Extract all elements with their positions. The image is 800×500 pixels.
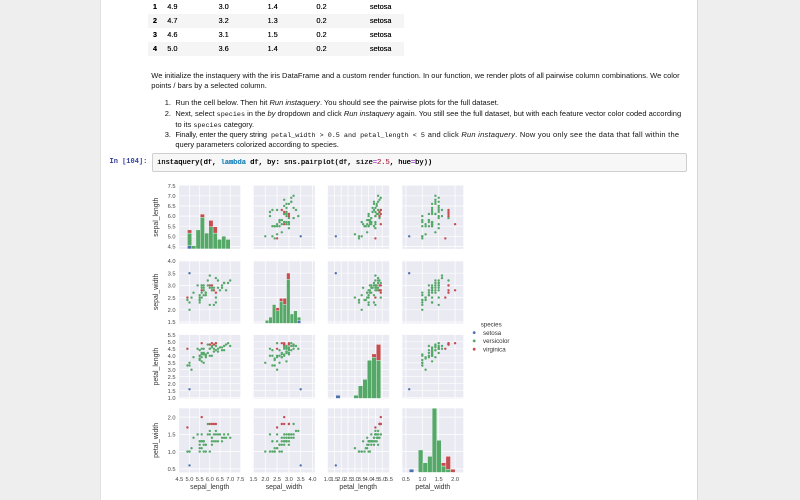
svg-text:7.5: 7.5 bbox=[168, 184, 176, 190]
svg-text:4.0: 4.0 bbox=[168, 259, 176, 265]
svg-text:7.0: 7.0 bbox=[168, 194, 176, 200]
svg-text:sepal_width: sepal_width bbox=[153, 274, 160, 311]
svg-text:3.0: 3.0 bbox=[285, 477, 293, 483]
svg-text:2.5: 2.5 bbox=[273, 477, 281, 483]
svg-text:4.5: 4.5 bbox=[168, 347, 176, 353]
svg-text:1.0: 1.0 bbox=[324, 477, 332, 483]
svg-text:2.0: 2.0 bbox=[168, 382, 176, 388]
svg-text:5.0: 5.0 bbox=[378, 477, 386, 483]
svg-text:species: species bbox=[481, 322, 502, 329]
svg-text:virginica: virginica bbox=[483, 346, 506, 353]
svg-text:3.0: 3.0 bbox=[168, 284, 176, 290]
svg-text:3.5: 3.5 bbox=[297, 477, 305, 483]
svg-text:7.5: 7.5 bbox=[236, 477, 244, 483]
svg-text:0.5: 0.5 bbox=[168, 467, 176, 473]
svg-text:5.0: 5.0 bbox=[168, 340, 176, 346]
svg-text:1.0: 1.0 bbox=[418, 477, 426, 483]
svg-text:5.5: 5.5 bbox=[168, 333, 176, 339]
svg-text:2.5: 2.5 bbox=[168, 375, 176, 381]
svg-text:2.0: 2.0 bbox=[261, 477, 269, 483]
svg-text:2.0: 2.0 bbox=[451, 477, 459, 483]
svg-text:4.5: 4.5 bbox=[168, 245, 176, 251]
svg-text:petal_length: petal_length bbox=[339, 484, 377, 491]
svg-text:sepal_width: sepal_width bbox=[266, 484, 303, 491]
svg-text:3.0: 3.0 bbox=[168, 368, 176, 374]
svg-text:4.0: 4.0 bbox=[168, 354, 176, 360]
svg-text:1.5: 1.5 bbox=[168, 389, 176, 395]
svg-text:sepal_length: sepal_length bbox=[153, 197, 160, 236]
svg-text:3.0: 3.0 bbox=[351, 477, 359, 483]
svg-text:petal_width: petal_width bbox=[415, 484, 450, 491]
svg-text:6.5: 6.5 bbox=[216, 477, 224, 483]
svg-text:1.5: 1.5 bbox=[168, 433, 176, 439]
svg-text:versicolor: versicolor bbox=[483, 338, 509, 345]
svg-text:1.5: 1.5 bbox=[330, 477, 338, 483]
svg-text:petal_length: petal_length bbox=[153, 348, 160, 386]
svg-text:7.0: 7.0 bbox=[226, 477, 234, 483]
svg-text:2.0: 2.0 bbox=[168, 415, 176, 421]
svg-text:3.5: 3.5 bbox=[168, 361, 176, 367]
svg-text:5.5: 5.5 bbox=[385, 477, 393, 483]
svg-text:1.5: 1.5 bbox=[168, 320, 176, 326]
svg-text:6.5: 6.5 bbox=[168, 204, 176, 210]
svg-text:3.5: 3.5 bbox=[358, 477, 366, 483]
svg-text:6.0: 6.0 bbox=[168, 214, 176, 220]
svg-text:0.5: 0.5 bbox=[402, 477, 410, 483]
svg-text:5.5: 5.5 bbox=[168, 224, 176, 230]
svg-text:6.0: 6.0 bbox=[206, 477, 214, 483]
svg-text:sepal_length: sepal_length bbox=[190, 484, 229, 491]
svg-text:2.5: 2.5 bbox=[168, 296, 176, 302]
svg-text:4.0: 4.0 bbox=[309, 477, 317, 483]
svg-text:1.0: 1.0 bbox=[168, 450, 176, 456]
svg-text:setosa: setosa bbox=[483, 330, 502, 337]
svg-text:petal_width: petal_width bbox=[153, 423, 160, 458]
svg-text:2.0: 2.0 bbox=[337, 477, 345, 483]
svg-text:4.0: 4.0 bbox=[365, 477, 373, 483]
svg-text:4.5: 4.5 bbox=[371, 477, 379, 483]
svg-text:5.0: 5.0 bbox=[168, 235, 176, 241]
svg-text:1.0: 1.0 bbox=[168, 396, 176, 402]
svg-text:4.5: 4.5 bbox=[175, 477, 183, 483]
svg-text:3.5: 3.5 bbox=[168, 271, 176, 277]
svg-text:5.5: 5.5 bbox=[196, 477, 204, 483]
svg-text:2.5: 2.5 bbox=[344, 477, 352, 483]
svg-text:1.5: 1.5 bbox=[435, 477, 443, 483]
svg-text:1.5: 1.5 bbox=[250, 477, 258, 483]
svg-text:5.0: 5.0 bbox=[186, 477, 194, 483]
svg-text:2.0: 2.0 bbox=[168, 308, 176, 314]
